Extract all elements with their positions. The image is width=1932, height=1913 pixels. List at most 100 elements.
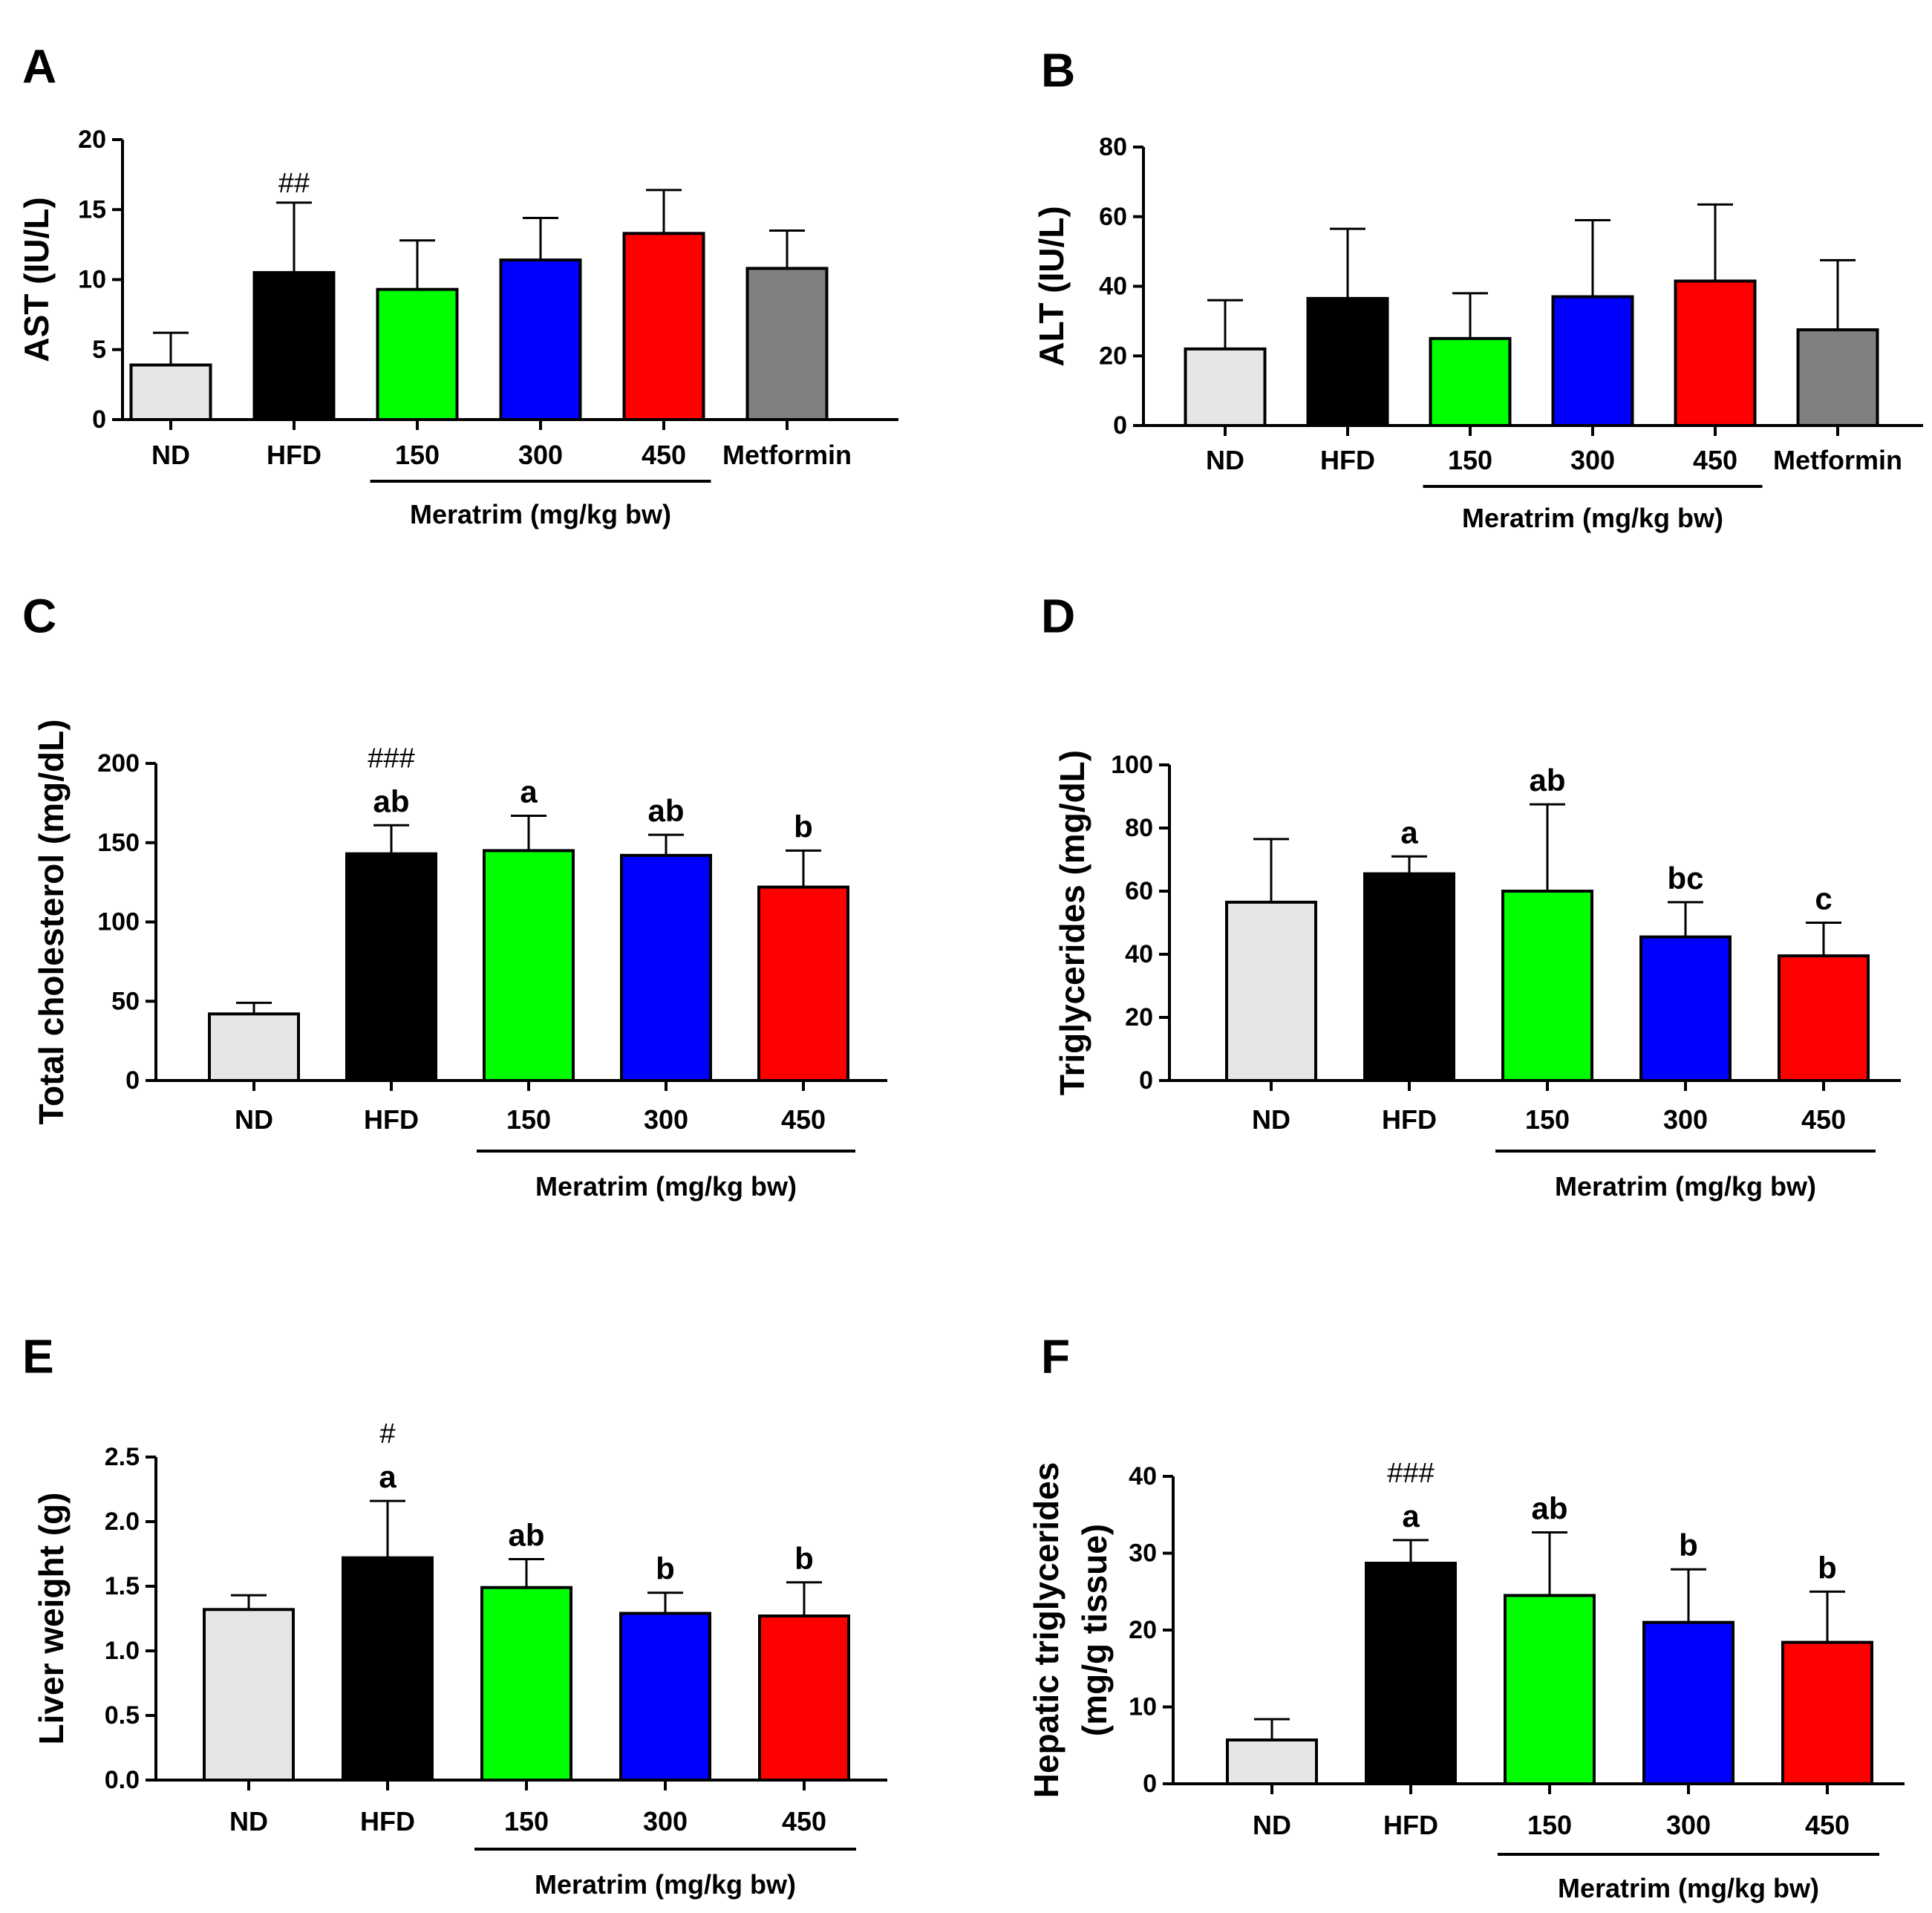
y-tick-label: 100 [97, 908, 140, 936]
category-label: 450 [642, 440, 686, 470]
significance-letter: ab [373, 783, 409, 818]
y-tick-label: 2.5 [105, 1443, 140, 1471]
category-label: 300 [1570, 445, 1615, 475]
category-label: ND [1206, 445, 1244, 475]
category-label: ND [229, 1806, 268, 1837]
bar-nd [1184, 347, 1267, 427]
y-tick-label: 20 [78, 126, 106, 154]
panel-label: F [1041, 1329, 1070, 1383]
bar-300 [1642, 1620, 1734, 1785]
bar-hfd [1306, 296, 1389, 427]
significance-hash: ### [1387, 1458, 1434, 1489]
y-tick-label: 0 [1143, 1770, 1157, 1798]
category-label: 450 [781, 1104, 826, 1135]
panel-label: E [22, 1329, 54, 1383]
bar-nd [129, 363, 212, 421]
bar-150 [480, 1586, 572, 1782]
y-axis-label: Liver weight (g) [32, 1493, 71, 1745]
category-label: 450 [1805, 1810, 1850, 1840]
bar-nd [208, 1012, 300, 1082]
significance-letter: a [379, 1459, 396, 1494]
category-label: 150 [504, 1806, 549, 1837]
significance-letter: ab [647, 793, 684, 828]
bar-450 [758, 1614, 850, 1782]
group-label: Meratrim (mg/kg bw) [1558, 1873, 1819, 1903]
y-tick-label: 20 [1129, 1616, 1157, 1644]
panel-f: F Hepatic triglycerides (mg/g tissue) 0 10 20… [1027, 1329, 1905, 1903]
bar-150 [376, 287, 459, 421]
category-label: 150 [395, 440, 440, 470]
y-tick-label: 40 [1099, 273, 1127, 301]
significance-letter: b [794, 809, 813, 844]
bar-nd [1225, 900, 1317, 1082]
y-axis-label: ALT (IU/L) [1032, 206, 1071, 366]
y-tick-label: 100 [1111, 751, 1153, 779]
panel-label: B [1041, 43, 1075, 97]
y-axis-label: AST (IU/L) [17, 197, 56, 362]
y-tick-label: 0 [1113, 411, 1127, 440]
category-label: ND [1252, 1104, 1290, 1135]
y-tick-label: 60 [1125, 877, 1153, 905]
bar-300 [1639, 935, 1732, 1082]
y-tick-label: 50 [111, 987, 140, 1015]
y-tick-label: 200 [97, 749, 140, 778]
panel-label: A [22, 39, 56, 93]
bar-300 [499, 258, 582, 421]
y-tick-label: 10 [78, 266, 106, 294]
category-label: ND [1253, 1810, 1291, 1840]
bar-metformin [1796, 328, 1879, 427]
y-tick-label: 15 [78, 195, 106, 224]
significance-letter: a [520, 774, 538, 809]
bar-nd [1226, 1738, 1318, 1785]
category-label: 300 [643, 1806, 688, 1837]
y-tick-label: 20 [1099, 342, 1127, 370]
y-tick-label: 0 [1139, 1066, 1153, 1095]
y-axis-label: Triglycerides (mg/dL) [1053, 750, 1091, 1095]
group-label: Meratrim (mg/kg bw) [1462, 503, 1723, 533]
bar-nd [203, 1608, 295, 1782]
y-tick-label: 0.0 [105, 1766, 140, 1794]
significance-letter: ab [1531, 1491, 1567, 1526]
bar-450 [1674, 279, 1757, 427]
group-label: Meratrim (mg/kg bw) [535, 1171, 797, 1202]
y-tick-label: 150 [97, 829, 140, 857]
y-tick-label: 1.5 [105, 1572, 140, 1600]
bar-hfd [252, 271, 336, 422]
category-label: 300 [1666, 1810, 1711, 1840]
y-tick-label: 20 [1125, 1003, 1153, 1032]
panel-label: C [22, 589, 56, 642]
y-tick-label: 5 [92, 336, 106, 364]
category-label: 450 [782, 1806, 826, 1837]
bar-hfd [1363, 872, 1455, 1082]
significance-letter: a [1400, 815, 1418, 850]
significance-hash: ### [368, 743, 414, 774]
category-label: Metformin [722, 440, 852, 470]
group-label: Meratrim (mg/kg bw) [1555, 1171, 1816, 1202]
panel-b: B ALT (IU/L) 0 20 40 60 80 ND HFD 150 300 450 Metfor… [1032, 43, 1923, 533]
category-label: ND [151, 440, 190, 470]
group-label: Meratrim (mg/kg bw) [410, 499, 671, 529]
panel-label: D [1041, 589, 1075, 642]
bar-300 [619, 1611, 711, 1782]
category-label: 150 [1527, 1810, 1572, 1840]
panel-a: A AST (IU/L) 0 5 10 15 20 ND HFD ## 150 300 450 Metfo… [17, 39, 898, 529]
significance-letter: a [1402, 1499, 1420, 1534]
significance-letter: ab [508, 1517, 544, 1552]
y-tick-label: 0 [125, 1066, 140, 1095]
y-tick-label: 80 [1099, 133, 1127, 161]
bar-450 [1778, 954, 1870, 1082]
y-tick-label: 10 [1129, 1693, 1157, 1721]
significance-letter: c [1815, 881, 1832, 916]
group-label: Meratrim (mg/kg bw) [535, 1869, 796, 1900]
panel-d: D Triglycerides (mg/dL) 0 20 40 60 80 100 ND HFD a… [1041, 589, 1901, 1202]
y-axis-label-line2: (mg/g tissue) [1075, 1524, 1114, 1736]
y-tick-label: 2.0 [105, 1508, 140, 1536]
y-tick-label: 0.5 [105, 1701, 140, 1730]
y-tick-label: 40 [1129, 1462, 1157, 1490]
category-label: 300 [518, 440, 563, 470]
y-tick-label: 0 [92, 405, 106, 434]
bar-150 [1501, 890, 1593, 1082]
category-label: 150 [1525, 1104, 1570, 1135]
bar-metformin [745, 267, 829, 422]
